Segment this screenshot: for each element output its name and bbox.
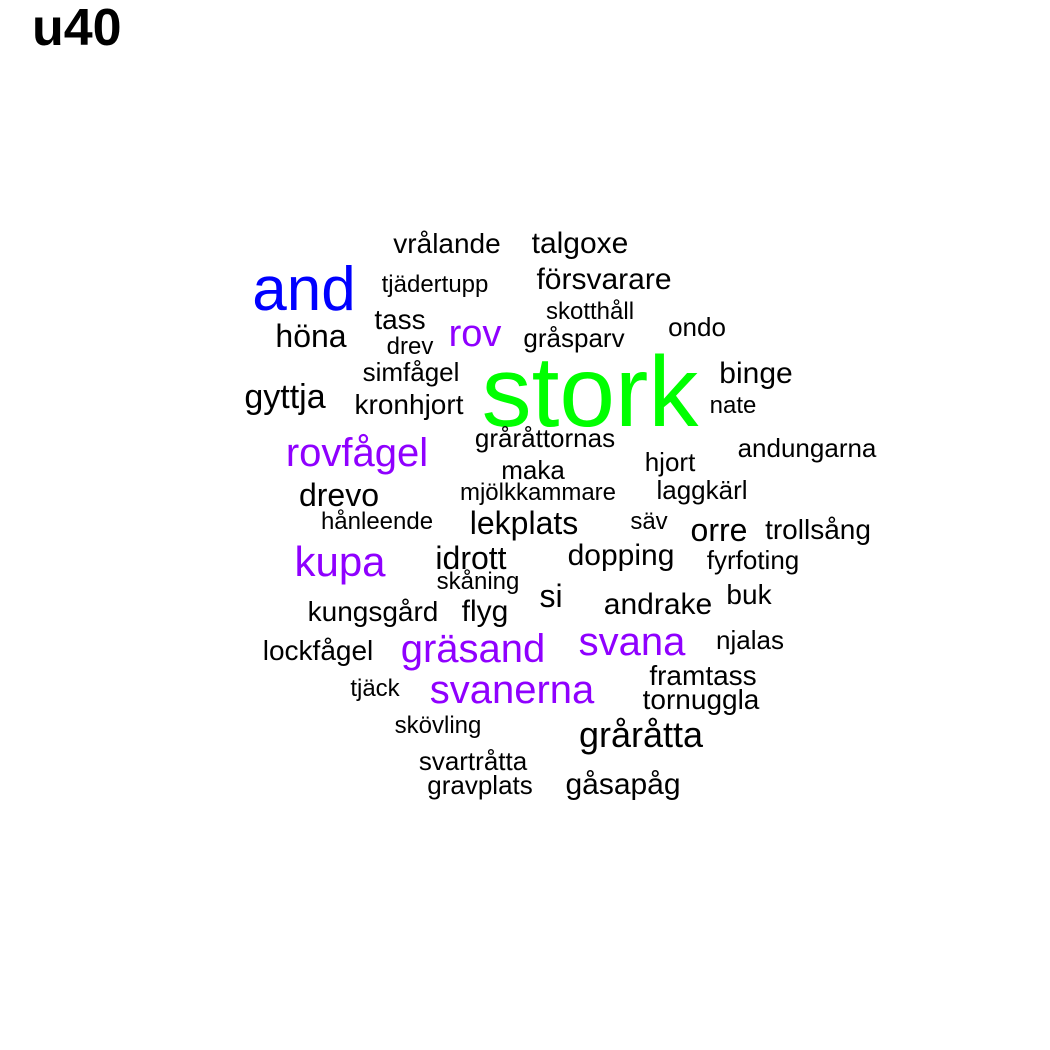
cloud-word: idrott: [435, 540, 507, 576]
cloud-word: tjädertupp: [381, 271, 489, 298]
cloud-word: lockfågel: [262, 635, 374, 666]
cloud-word: svartråtta: [418, 746, 528, 776]
cloud-word: tjäck: [350, 675, 400, 702]
cloud-word: binge: [719, 357, 793, 390]
cloud-word: gyttja: [244, 378, 326, 416]
cloud-word: gråråtta: [578, 714, 704, 755]
cloud-word: flyg: [461, 595, 509, 628]
cloud-word: talgoxe: [531, 227, 629, 260]
cloud-word: gravplats: [427, 770, 533, 800]
cloud-word: tornuggla: [642, 684, 760, 715]
cloud-word: gräsand: [400, 627, 546, 671]
cloud-word: andungarna: [737, 433, 877, 463]
cloud-word: hånleende: [320, 508, 434, 535]
cloud-word: orre: [690, 512, 748, 548]
cloud-word: andrake: [603, 588, 713, 621]
cloud-word: and: [252, 255, 356, 324]
cloud-word: rov: [448, 313, 502, 355]
cloud-word: tass: [374, 304, 426, 335]
cloud-word: försvarare: [536, 263, 672, 296]
page-title: u40: [32, 0, 122, 57]
cloud-word: lekplats: [469, 505, 579, 541]
cloud-word: ondo: [668, 312, 726, 342]
cloud-word: gåsapåg: [565, 768, 681, 801]
cloud-word: mjölkkammare: [459, 479, 617, 506]
cloud-word: trollsång: [765, 514, 871, 545]
cloud-word: si: [539, 578, 563, 614]
cloud-word: kupa: [294, 538, 386, 585]
cloud-word: skotthåll: [545, 298, 635, 325]
cloud-word: svana: [578, 620, 686, 664]
cloud-word: dopping: [567, 539, 675, 572]
cloud-word: hjort: [644, 447, 696, 477]
cloud-word: maka: [501, 455, 565, 485]
cloud-word: gråråttornas: [474, 423, 616, 453]
cloud-word: gråsparv: [523, 323, 625, 353]
cloud-word: svanerna: [429, 668, 595, 712]
cloud-word: kronhjort: [354, 389, 464, 420]
cloud-word: drevo: [298, 477, 380, 513]
cloud-word: höna: [275, 318, 347, 354]
cloud-word: skövling: [394, 712, 482, 739]
cloud-word: säv: [630, 508, 668, 535]
cloud-word: nate: [709, 392, 757, 419]
cloud-word: rovfågel: [285, 431, 429, 475]
cloud-word: buk: [726, 579, 772, 610]
cloud-word: stork: [481, 336, 699, 448]
cloud-word: framtass: [649, 660, 757, 691]
cloud-word: kungsgård: [307, 596, 439, 627]
cloud-word: skåning: [436, 568, 520, 595]
cloud-word: drev: [386, 333, 434, 360]
cloud-word: simfågel: [362, 357, 460, 387]
cloud-word: njalas: [716, 625, 784, 655]
cloud-word: fyrfoting: [706, 545, 800, 575]
cloud-word: vrålande: [393, 228, 501, 259]
cloud-word: laggkärl: [656, 475, 748, 505]
